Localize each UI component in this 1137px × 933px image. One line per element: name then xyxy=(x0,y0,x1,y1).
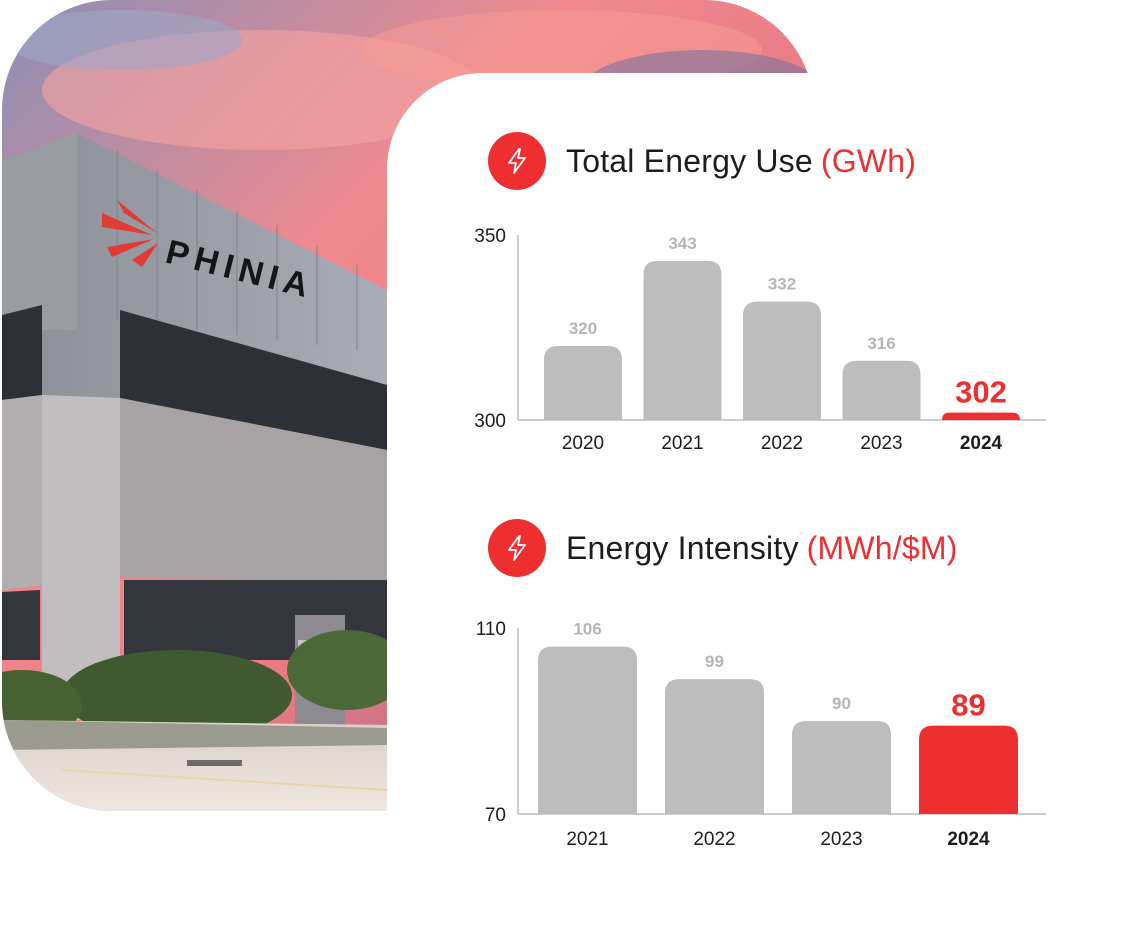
bar-2024 xyxy=(919,725,1018,814)
y-tick-label: 70 xyxy=(485,805,506,826)
bar-2023 xyxy=(842,360,921,420)
bar-2020 xyxy=(544,346,622,420)
bar-2024 xyxy=(942,412,1020,420)
total-energy-bar-chart: 300 350 320 2020 343 2021 332 2022 316 2023 302 202… xyxy=(474,226,1046,454)
y-tick-label: 110 xyxy=(476,619,506,640)
x-tick-label-2023: 2023 xyxy=(860,433,902,454)
bar-2023 xyxy=(792,721,891,814)
value-label-2021: 343 xyxy=(668,234,696,253)
bar-2021 xyxy=(643,260,722,420)
phinia-logo xyxy=(102,200,158,267)
chart-title-total-energy: Total Energy Use (GWh) xyxy=(488,132,916,190)
energy-intensity-bar-chart: 70 110 106 2021 99 2022 90 2023 89 2024 xyxy=(476,619,1046,850)
chart-unit: (GWh) xyxy=(820,142,917,179)
value-label-2024: 302 xyxy=(955,375,1007,410)
x-tick-label-2023: 2023 xyxy=(820,829,862,850)
value-label-2021: 106 xyxy=(573,620,601,639)
y-tick-label: 300 xyxy=(474,411,506,432)
lightning-icon xyxy=(488,519,546,577)
chart-unit: (MWh/$M) xyxy=(806,529,958,566)
chart-title: Total Energy Use xyxy=(566,142,813,179)
value-label-2024: 89 xyxy=(951,688,985,723)
value-label-2022: 99 xyxy=(705,652,724,671)
value-label-2023: 316 xyxy=(867,334,895,353)
value-label-2022: 332 xyxy=(768,275,796,294)
x-tick-label-2020: 2020 xyxy=(562,433,604,454)
value-label-2020: 320 xyxy=(569,319,597,338)
y-tick-label: 350 xyxy=(474,226,506,247)
bar-2022 xyxy=(665,679,764,814)
bar-2021 xyxy=(538,646,637,814)
x-tick-label-2022: 2022 xyxy=(693,829,735,850)
x-tick-label-2024: 2024 xyxy=(960,433,1003,454)
x-tick-label-2024: 2024 xyxy=(947,829,990,850)
chart-title: Energy Intensity xyxy=(566,529,799,566)
x-tick-label-2022: 2022 xyxy=(761,433,803,454)
x-tick-label-2021: 2021 xyxy=(566,829,608,850)
value-label-2023: 90 xyxy=(832,694,851,713)
chart-title-energy-intensity: Energy Intensity (MWh/$M) xyxy=(488,519,958,577)
bar-2022 xyxy=(743,301,821,420)
x-tick-label-2021: 2021 xyxy=(661,433,703,454)
lightning-icon xyxy=(488,132,546,190)
